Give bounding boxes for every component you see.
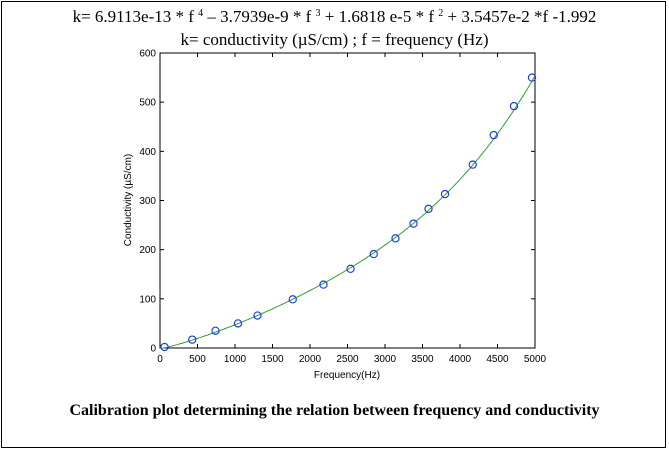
- x-tick-label: 1000: [224, 354, 247, 365]
- data-point: [424, 204, 433, 214]
- x-tick-label: 500: [189, 354, 206, 365]
- data-point: [409, 219, 418, 228]
- data-point: [527, 73, 537, 82]
- data-point: [253, 311, 262, 320]
- x-tick-label: 3000: [374, 354, 397, 365]
- x-axis-label: Frequency(Hz): [314, 370, 380, 381]
- equation-line-2: k= conductivity (µS/cm) ; f = frequency …: [180, 30, 489, 49]
- data-point: [440, 189, 450, 199]
- plot-area: [159, 52, 536, 349]
- equation-line-1: k= 6.9113e-13 * f 4 – 3.7939e-9 * f 3 + …: [72, 7, 597, 26]
- y-axis-label: Conductivity (µS/cm): [123, 154, 134, 246]
- y-tick-label: 300: [139, 196, 156, 207]
- x-tick-label: 2000: [299, 354, 322, 365]
- y-tick-label: 0: [150, 344, 156, 355]
- data-point: [509, 101, 519, 111]
- data-point: [346, 264, 355, 274]
- data-point: [233, 319, 243, 328]
- figure-caption: Calibration plot determining the relatio…: [69, 402, 600, 419]
- x-tick-label: 1500: [261, 354, 284, 365]
- y-tick-label: 100: [139, 294, 156, 305]
- x-tick-label: 5000: [524, 354, 547, 365]
- data-point: [489, 130, 498, 140]
- data-point: [288, 295, 297, 304]
- x-tick-label: 4500: [486, 354, 509, 365]
- data-point: [369, 249, 378, 259]
- data-point: [160, 342, 169, 352]
- y-tick-label: 600: [139, 49, 156, 60]
- x-tick-label: 2500: [336, 354, 359, 365]
- y-tick-label: 500: [139, 98, 156, 109]
- data-point: [319, 280, 328, 289]
- y-tick-label: 400: [139, 147, 156, 158]
- x-tick-label: 4000: [449, 354, 472, 365]
- data-point: [468, 160, 477, 169]
- y-tick-label: 200: [139, 245, 156, 256]
- data-point: [188, 335, 197, 344]
- data-point: [391, 234, 400, 243]
- x-tick-label: 0: [157, 354, 163, 365]
- x-tick-label: 3500: [411, 354, 434, 365]
- data-point: [211, 326, 220, 335]
